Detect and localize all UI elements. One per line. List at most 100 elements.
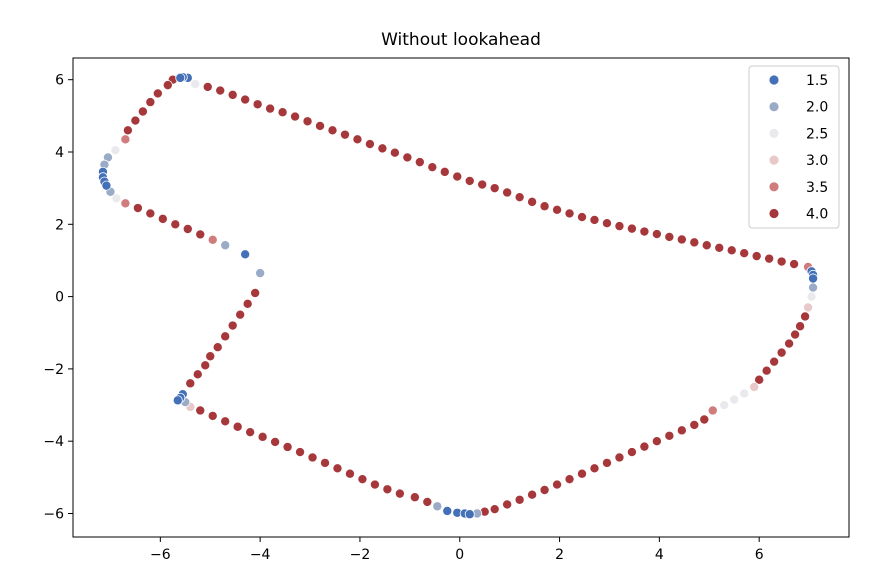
data-point-4-0 bbox=[790, 329, 801, 340]
data-point-2-5 bbox=[729, 394, 740, 405]
data-point-4-0 bbox=[795, 321, 806, 332]
data-point-4-0 bbox=[270, 436, 281, 447]
y-tick-label: 0 bbox=[55, 290, 64, 306]
data-point-4-0 bbox=[502, 499, 513, 510]
legend-marker bbox=[768, 101, 780, 113]
data-point-4-0 bbox=[250, 287, 261, 298]
data-point-4-0 bbox=[577, 468, 588, 479]
data-point-4-0 bbox=[714, 242, 725, 253]
legend-label: 2.5 bbox=[806, 126, 828, 142]
x-tick-label: −6 bbox=[150, 547, 171, 563]
data-point-4-0 bbox=[477, 179, 488, 190]
chart-title: Without lookahead bbox=[381, 30, 541, 50]
data-point-4-0 bbox=[364, 139, 375, 150]
data-point-4-0 bbox=[614, 452, 625, 463]
data-points bbox=[97, 72, 819, 520]
data-point-4-0 bbox=[639, 441, 650, 452]
data-point-4-0 bbox=[527, 489, 538, 500]
data-point-4-0 bbox=[751, 251, 762, 262]
data-point-4-0 bbox=[489, 504, 500, 515]
data-point-4-0 bbox=[784, 338, 795, 349]
data-point-4-0 bbox=[552, 479, 563, 490]
data-point-4-0 bbox=[389, 147, 400, 158]
x-tick-label: −2 bbox=[350, 547, 371, 563]
data-point-4-0 bbox=[290, 111, 301, 122]
data-point-4-0 bbox=[676, 425, 687, 436]
data-point-4-0 bbox=[182, 223, 193, 234]
data-point-4-0 bbox=[689, 419, 700, 430]
data-point-4-0 bbox=[195, 405, 206, 416]
y-tick-label: 6 bbox=[55, 73, 64, 89]
data-point-4-0 bbox=[689, 237, 700, 248]
data-point-4-0 bbox=[789, 259, 800, 270]
data-point-4-0 bbox=[776, 256, 787, 267]
legend-box bbox=[748, 65, 840, 229]
data-point-4-0 bbox=[212, 342, 223, 353]
legend-marker bbox=[768, 127, 780, 139]
data-point-4-0 bbox=[235, 309, 246, 320]
data-point-4-0 bbox=[315, 120, 326, 131]
data-point-4-0 bbox=[651, 229, 662, 240]
x-tick-label: 6 bbox=[755, 547, 764, 563]
data-point-4-0 bbox=[589, 214, 600, 225]
data-point-4-0 bbox=[502, 187, 513, 198]
data-point-4-0 bbox=[676, 234, 687, 245]
data-point-4-0 bbox=[626, 223, 637, 234]
data-point-4-0 bbox=[232, 421, 243, 432]
data-point-4-0 bbox=[614, 221, 625, 232]
y-tick-label: −6 bbox=[43, 507, 64, 523]
data-point-4-0 bbox=[252, 99, 263, 110]
data-point-4-0 bbox=[577, 212, 588, 223]
legend-label: 2.0 bbox=[806, 100, 828, 116]
legend-label: 4.0 bbox=[806, 207, 828, 223]
legend-label: 3.0 bbox=[806, 153, 828, 169]
data-point-4-0 bbox=[414, 157, 425, 168]
data-point-4-0 bbox=[152, 88, 163, 99]
data-point-4-0 bbox=[162, 80, 173, 91]
data-point-3-0 bbox=[803, 302, 814, 313]
data-point-4-0 bbox=[776, 347, 787, 358]
data-point-4-0 bbox=[130, 115, 141, 126]
x-tick-label: 4 bbox=[655, 547, 664, 563]
data-point-4-0 bbox=[132, 203, 143, 214]
y-tick-label: −2 bbox=[43, 362, 64, 378]
data-point-4-0 bbox=[215, 85, 226, 96]
x-tick-label: 2 bbox=[555, 547, 564, 563]
data-point-2-0 bbox=[255, 268, 266, 279]
data-point-2-5 bbox=[110, 145, 121, 156]
data-point-4-0 bbox=[664, 231, 675, 242]
data-point-3-5 bbox=[207, 234, 218, 245]
data-point-3-5 bbox=[120, 198, 131, 209]
data-point-4-0 bbox=[651, 436, 662, 447]
data-point-4-0 bbox=[352, 134, 363, 145]
data-point-4-0 bbox=[227, 89, 238, 100]
data-point-3-5 bbox=[707, 405, 718, 416]
data-point-4-0 bbox=[626, 447, 637, 458]
data-point-4-0 bbox=[564, 474, 575, 485]
data-point-4-0 bbox=[192, 369, 203, 380]
data-point-4-0 bbox=[205, 351, 216, 362]
data-point-2-5 bbox=[719, 400, 730, 411]
data-point-4-0 bbox=[157, 213, 168, 224]
data-point-4-0 bbox=[302, 116, 313, 127]
data-point-4-0 bbox=[527, 196, 538, 207]
data-point-4-0 bbox=[242, 298, 253, 309]
data-point-4-0 bbox=[409, 492, 420, 503]
data-point-4-0 bbox=[207, 410, 218, 421]
data-point-4-0 bbox=[664, 430, 675, 441]
data-point-4-0 bbox=[464, 175, 475, 186]
x-axis: −6 −4 −2 0 2 4 6 bbox=[150, 537, 764, 563]
legend-label: 1.5 bbox=[806, 73, 828, 89]
data-point-4-0 bbox=[344, 468, 355, 479]
data-point-4-0 bbox=[240, 94, 251, 105]
data-point-1-5 bbox=[172, 395, 183, 406]
data-point-1-5 bbox=[442, 505, 453, 516]
legend: 1.5 2.0 2.5 3.0 3.5 4.0 bbox=[748, 65, 840, 229]
data-point-1-5 bbox=[464, 509, 475, 520]
y-tick-label: −4 bbox=[43, 434, 64, 450]
data-point-4-0 bbox=[800, 311, 811, 322]
data-point-4-0 bbox=[220, 331, 231, 342]
data-point-1-5 bbox=[808, 273, 819, 284]
data-point-4-0 bbox=[754, 374, 765, 385]
legend-marker bbox=[768, 154, 780, 166]
